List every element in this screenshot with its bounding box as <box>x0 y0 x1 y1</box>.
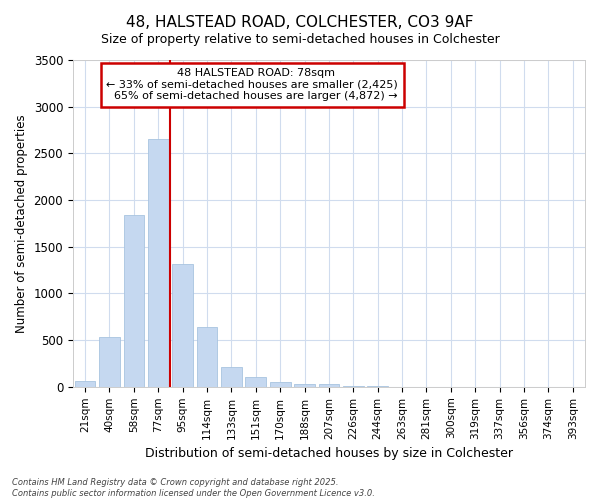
Text: Size of property relative to semi-detached houses in Colchester: Size of property relative to semi-detach… <box>101 32 499 46</box>
Bar <box>319 384 340 387</box>
Text: 48, HALSTEAD ROAD, COLCHESTER, CO3 9AF: 48, HALSTEAD ROAD, COLCHESTER, CO3 9AF <box>126 15 474 30</box>
Bar <box>343 386 364 387</box>
Text: Contains HM Land Registry data © Crown copyright and database right 2025.
Contai: Contains HM Land Registry data © Crown c… <box>12 478 375 498</box>
Bar <box>197 327 217 387</box>
Bar <box>75 380 95 387</box>
X-axis label: Distribution of semi-detached houses by size in Colchester: Distribution of semi-detached houses by … <box>145 447 513 460</box>
Bar <box>270 382 290 387</box>
Text: 48 HALSTEAD ROAD: 78sqm
← 33% of semi-detached houses are smaller (2,425)
  65% : 48 HALSTEAD ROAD: 78sqm ← 33% of semi-de… <box>106 68 398 102</box>
Bar <box>99 338 120 387</box>
Bar <box>245 377 266 387</box>
Y-axis label: Number of semi-detached properties: Number of semi-detached properties <box>15 114 28 332</box>
Bar <box>148 140 169 387</box>
Bar <box>294 384 315 387</box>
Bar <box>124 215 144 387</box>
Bar <box>221 367 242 387</box>
Bar <box>172 264 193 387</box>
